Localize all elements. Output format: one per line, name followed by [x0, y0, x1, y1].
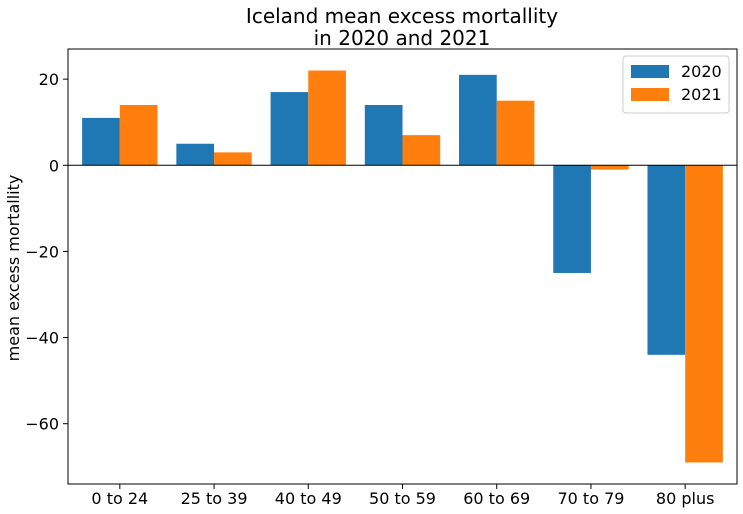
y-tick-label: 0: [49, 156, 59, 175]
bar-2020-80-plus: [647, 165, 686, 355]
y-tick-label: 20: [39, 70, 59, 89]
legend-swatch-2020: [631, 65, 669, 78]
chart-title-line-2: in 2020 and 2021: [314, 26, 491, 50]
y-tick-label: −40: [25, 329, 59, 348]
bar-2020-60-to-69: [459, 74, 497, 166]
x-tick-label: 60 to 69: [463, 489, 530, 508]
x-tick-label: 70 to 79: [557, 489, 624, 508]
bar-2021-70-to-79: [590, 165, 629, 170]
x-tick-label: 80 plus: [656, 489, 715, 508]
legend: 2020 2021: [622, 55, 730, 114]
bar-2021-0-to-24: [119, 104, 158, 166]
bar-2020-70-to-79: [553, 165, 591, 273]
bar-2021-60-to-69: [496, 100, 535, 166]
bar-2020-40-to-49: [270, 92, 309, 166]
bar-2021-50-to-59: [402, 135, 441, 166]
y-tick-label: −20: [25, 242, 59, 261]
x-tick-label: 40 to 49: [275, 489, 342, 508]
legend-label-2021: 2021: [681, 85, 722, 104]
legend-swatch-2021: [631, 88, 669, 101]
bar-2020-25-to-39: [176, 143, 215, 166]
y-tick-label: −60: [25, 415, 59, 434]
x-tick-label: 50 to 59: [369, 489, 436, 508]
y-axis-label: mean excess mortallity: [4, 175, 23, 362]
bar-2021-80-plus: [685, 165, 723, 463]
bar-2020-50-to-59: [364, 104, 403, 166]
x-tick-label: 0 to 24: [91, 489, 148, 508]
bar-2020-0-to-24: [82, 117, 120, 166]
bar-2021-40-to-49: [308, 70, 346, 166]
x-tick-label: 25 to 39: [181, 489, 248, 508]
plot-area: 20 0 −20 −40 −60 0 to 24 25 to 39 40 to 49 50 to…: [25, 48, 738, 508]
bar-2021-25-to-39: [214, 152, 252, 166]
chart-title-line-1: Iceland mean excess mortallity: [246, 4, 558, 28]
legend-label-2020: 2020: [681, 62, 722, 81]
